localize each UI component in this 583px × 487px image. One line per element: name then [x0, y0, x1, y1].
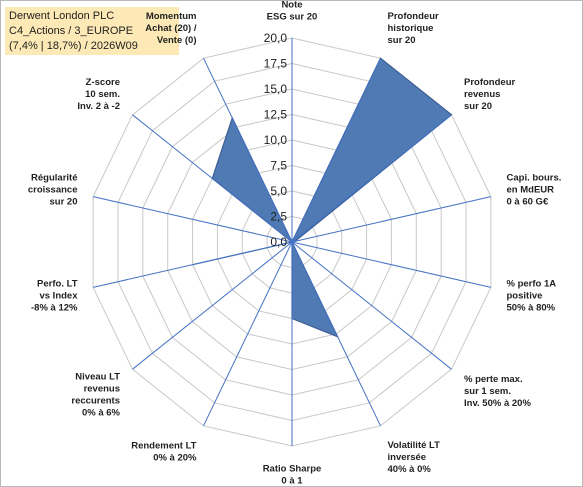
tick-label: 2,5	[270, 210, 287, 224]
axis-spoke	[291, 57, 381, 243]
axis-spoke	[132, 114, 293, 243]
axis-spoke	[203, 241, 293, 427]
tick-label: 15,0	[264, 82, 288, 96]
tick-label: 20,0	[264, 31, 288, 45]
axis-spoke	[203, 57, 293, 243]
tick-label: 12,5	[264, 108, 288, 122]
title-line-3: (7,4% | 18,7%) / 2026W09	[9, 40, 138, 52]
tick-label: 5,0	[270, 184, 287, 198]
tick-label: 7,5	[270, 159, 287, 173]
axis-spoke	[132, 241, 293, 370]
tick-label: 17,5	[264, 57, 288, 71]
data-series-area	[192, 57, 453, 338]
axis-label: Momentum Achat (20) / Vente (0)	[145, 11, 197, 46]
title-line-2: C4_Actions / 3_EUROPE	[9, 25, 134, 37]
axis-spoke	[291, 241, 381, 427]
axis-spoke	[92, 196, 293, 243]
axis-spoke	[291, 241, 452, 370]
tick-label: 0,0	[270, 235, 287, 249]
axis-label: Profondeur historique sur 20	[388, 11, 439, 46]
axis-spoke	[291, 196, 492, 243]
axis-label: Régularité croissance sur 20	[28, 173, 78, 208]
axis-label: Capi. bours. en MdEUR 0 à 60 G€	[507, 173, 562, 208]
axis-label: % perfo 1A positive 50% à 80%	[507, 279, 557, 314]
axis-label: Z-score 10 sem. Inv. 2 à -2	[77, 77, 120, 112]
axis-label: Ratio Sharpe 0 à 1	[263, 464, 322, 487]
axis-label: Profondeur revenus sur 20	[464, 77, 515, 112]
axis-label: Perfo. LT vs Index -8% à 12%	[31, 279, 78, 314]
axis-label: Note ESG sur 20	[267, 1, 318, 23]
tick-label: 10,0	[264, 133, 288, 147]
axis-label: % perte max. sur 1 sem. Inv. 50% à 20%	[464, 374, 531, 409]
axis-label: Niveau LT revenus reccurents 0% à 6%	[71, 372, 120, 419]
chart-title-box: Derwent London PLC C4_Actions / 3_EUROPE…	[5, 7, 179, 55]
title-line-1: Derwent London PLC	[9, 10, 115, 22]
axis-spoke	[291, 241, 492, 288]
axis-label: Rendement LT 0% à 20%	[131, 441, 197, 464]
axis-spoke	[92, 241, 293, 288]
axis-spoke	[291, 114, 452, 243]
axis-label: Volatilité LT inversée 40% à 0%	[388, 440, 441, 475]
